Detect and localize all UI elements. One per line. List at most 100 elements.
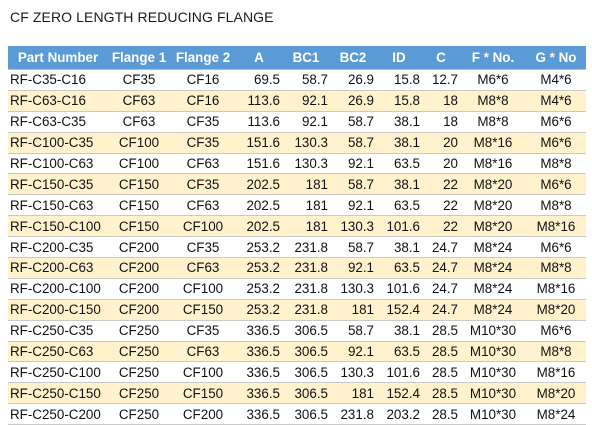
table-row: RF-C200-C35 CF200 CF35 253.2 231.8 58.7 38.1 24… [8, 236, 586, 259]
flange-1-cell: CF35 [108, 69, 170, 91]
table-row: RF-C100-C63 CF100 CF63 151.6 130.3 92.1 63.5 20… [8, 153, 586, 175]
bc1-cell: 181 [282, 194, 330, 217]
part-number-cell: RF-C200-C63 [8, 257, 108, 279]
column-header-bc2: BC2 [330, 46, 376, 70]
g-no-cell: M6*6 [526, 132, 586, 154]
g-no-cell: M6*6 [526, 236, 586, 259]
flange-1-cell: CF200 [108, 299, 170, 321]
part-number-cell: RF-C100-C35 [8, 132, 108, 154]
id-cell: 38.1 [376, 173, 422, 196]
part-number-cell: RF-C35-C16 [8, 69, 108, 91]
flange-1-cell: CF250 [108, 403, 170, 425]
flange-1-cell: CF150 [108, 173, 170, 196]
bc1-cell: 306.5 [282, 341, 330, 363]
table-row: RF-C250-C150 CF250 CF150 336.5 306.5 181 152.4… [8, 382, 586, 405]
bc2-cell: 26.9 [330, 90, 376, 112]
part-number-cell: RF-C200-C35 [8, 236, 108, 259]
flange-2-cell: CF35 [170, 236, 236, 259]
bc2-cell: 26.9 [330, 69, 376, 91]
c-cell: 12.7 [422, 69, 460, 91]
part-number-cell: RF-C200-C100 [8, 278, 108, 300]
flange-2-cell: CF63 [170, 257, 236, 279]
a-cell: 202.5 [236, 173, 282, 196]
flange-2-cell: CF150 [170, 299, 236, 321]
flange-1-cell: CF250 [108, 382, 170, 405]
c-cell: 22 [422, 173, 460, 196]
table-row: RF-C63-C16 CF63 CF16 113.6 92.1 26.9 15.8 18 M8*… [8, 90, 586, 112]
a-cell: 113.6 [236, 90, 282, 112]
flange-1-cell: CF250 [108, 341, 170, 363]
c-cell: 18 [422, 111, 460, 133]
bc2-cell: 58.7 [330, 173, 376, 196]
bc1-cell: 130.3 [282, 132, 330, 154]
flange-2-cell: CF35 [170, 173, 236, 196]
g-no-cell: M8*16 [526, 278, 586, 300]
flange-2-cell: CF63 [170, 194, 236, 217]
g-no-cell: M8*8 [526, 341, 586, 363]
id-cell: 101.6 [376, 361, 422, 384]
bc1-cell: 231.8 [282, 257, 330, 279]
bc2-cell: 130.3 [330, 361, 376, 384]
c-cell: 28.5 [422, 382, 460, 405]
f-no-cell: M10*30 [460, 341, 526, 363]
bc1-cell: 181 [282, 173, 330, 196]
bc1-cell: 306.5 [282, 361, 330, 384]
f-no-cell: M10*30 [460, 320, 526, 342]
g-no-cell: M6*6 [526, 320, 586, 342]
table-row: RF-C150-C63 CF150 CF63 202.5 181 92.1 63.5 22 M8… [8, 194, 586, 217]
id-cell: 152.4 [376, 299, 422, 321]
a-cell: 253.2 [236, 257, 282, 279]
f-no-cell: M8*8 [460, 90, 526, 112]
id-cell: 38.1 [376, 320, 422, 342]
flange-1-cell: CF200 [108, 278, 170, 300]
bc1-cell: 231.8 [282, 278, 330, 300]
c-cell: 24.7 [422, 236, 460, 259]
g-no-cell: M8*20 [526, 299, 586, 321]
part-number-cell: RF-C150-C35 [8, 173, 108, 196]
column-header-g-no: G * No [526, 46, 586, 70]
table-row: RF-C35-C16 CF35 CF16 69.5 58.7 26.9 15.8 12.7 M6… [8, 69, 586, 91]
flange-2-cell: CF100 [170, 361, 236, 384]
flange-2-cell: CF63 [170, 341, 236, 363]
table-row: RF-C150-C35 CF150 CF35 202.5 181 58.7 38.1 22 M8… [8, 173, 586, 196]
bc2-cell: 92.1 [330, 194, 376, 217]
bc1-cell: 92.1 [282, 90, 330, 112]
id-cell: 101.6 [376, 278, 422, 300]
a-cell: 151.6 [236, 153, 282, 175]
c-cell: 28.5 [422, 403, 460, 425]
f-no-cell: M8*24 [460, 257, 526, 279]
bc2-cell: 181 [330, 299, 376, 321]
f-no-cell: M8*8 [460, 111, 526, 133]
part-number-cell: RF-C150-C63 [8, 194, 108, 217]
f-no-cell: M10*30 [460, 403, 526, 425]
g-no-cell: M4*6 [526, 90, 586, 112]
flange-2-cell: CF16 [170, 90, 236, 112]
id-cell: 63.5 [376, 194, 422, 217]
g-no-cell: M8*24 [526, 403, 586, 425]
c-cell: 24.7 [422, 257, 460, 279]
f-no-cell: M8*16 [460, 153, 526, 175]
part-number-cell: RF-C100-C63 [8, 153, 108, 175]
a-cell: 113.6 [236, 111, 282, 133]
bc1-cell: 231.8 [282, 299, 330, 321]
part-number-cell: RF-C250-C63 [8, 341, 108, 363]
flange-2-cell: CF100 [170, 278, 236, 300]
bc2-cell: 58.7 [330, 111, 376, 133]
c-cell: 28.5 [422, 320, 460, 342]
flange-1-cell: CF63 [108, 111, 170, 133]
f-no-cell: M8*24 [460, 278, 526, 300]
bc1-cell: 130.3 [282, 153, 330, 175]
bc2-cell: 92.1 [330, 153, 376, 175]
g-no-cell: M8*8 [526, 194, 586, 217]
page-title: CF ZERO LENGTH REDUCING FLANGE [10, 9, 274, 25]
id-cell: 38.1 [376, 111, 422, 133]
part-number-cell: RF-C250-C150 [8, 382, 108, 405]
id-cell: 203.2 [376, 403, 422, 425]
g-no-cell: M8*8 [526, 257, 586, 279]
flange-2-cell: CF150 [170, 382, 236, 405]
part-number-cell: RF-C63-C16 [8, 90, 108, 112]
c-cell: 20 [422, 132, 460, 154]
a-cell: 202.5 [236, 194, 282, 217]
bc1-cell: 306.5 [282, 403, 330, 425]
flange-1-cell: CF100 [108, 132, 170, 154]
